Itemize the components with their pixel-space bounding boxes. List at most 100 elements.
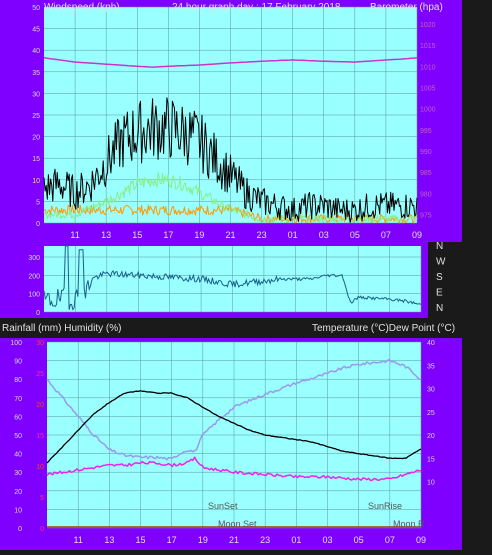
barometer-axis-ticks: 975 980 985 990 995 1000 1005 1010 1015 1020 bbox=[420, 22, 436, 220]
barometer-tick-label: 990 bbox=[420, 149, 432, 156]
barometer-tick-label: 975 bbox=[420, 213, 432, 220]
humidity-tick-label: 60 bbox=[14, 414, 22, 421]
direction-tick-label: 300 bbox=[28, 255, 40, 262]
wind-x-tick-label: 19 bbox=[194, 230, 204, 240]
right-outer-border bbox=[462, 0, 492, 555]
humidity-tick-label: 100 bbox=[10, 340, 22, 347]
humidity-tick-label: 20 bbox=[14, 489, 22, 496]
barometer-tick-label: 1010 bbox=[420, 64, 436, 71]
barometer-tick-label: 1005 bbox=[420, 85, 436, 92]
barometer-tick-label: 1000 bbox=[420, 107, 436, 114]
sunrise-label: SunRise bbox=[368, 501, 402, 511]
barometer-axis-title: Barometer (hpa) bbox=[370, 2, 443, 13]
temperature-x-tick-label: 01 bbox=[291, 535, 301, 545]
wind-x-tick-label: 23 bbox=[257, 230, 267, 240]
humidity-tick-label: 80 bbox=[14, 377, 22, 384]
windspeed-axis-ticks: 0 5 10 15 20 25 30 35 40 45 50 bbox=[32, 5, 40, 228]
wind-series bbox=[43, 57, 418, 224]
wind-x-tick-label: 01 bbox=[288, 230, 298, 240]
temperature-x-tick-label: 21 bbox=[229, 535, 239, 545]
wind-x-tick-label: 05 bbox=[350, 230, 360, 240]
windspeed-tick-label: 30 bbox=[32, 91, 40, 98]
windspeed-tick-label: 40 bbox=[32, 48, 40, 55]
wind-x-tick-label: 13 bbox=[101, 230, 111, 240]
humidity-tick-label: 10 bbox=[14, 507, 22, 514]
direction-axis-ticks: 0 100 200 300 bbox=[28, 255, 40, 317]
temperature-header-band bbox=[0, 318, 492, 338]
wind-average-line bbox=[43, 204, 418, 224]
sunset-label: SunSet bbox=[208, 501, 238, 511]
barometer-tick-label: 980 bbox=[420, 191, 432, 198]
temperature-tick-label: 25 bbox=[427, 410, 435, 417]
wind-x-tick-label: 09 bbox=[412, 230, 422, 240]
temperature-x-axis-ticks: 11 13 15 17 19 21 23 01 03 05 07 09 bbox=[73, 535, 426, 545]
direction-left-block bbox=[0, 242, 7, 318]
windspeed-tick-label: 0 bbox=[36, 221, 40, 228]
rain-tick-label: 25 bbox=[36, 371, 44, 378]
temperature-x-tick-label: 23 bbox=[260, 535, 270, 545]
moonset-label: Moon Set bbox=[218, 519, 257, 529]
rain-tick-label: 30 bbox=[36, 340, 44, 347]
wind-right-margin bbox=[430, 0, 462, 242]
windspeed-tick-label: 35 bbox=[32, 70, 40, 77]
direction-tick-label: 100 bbox=[28, 292, 40, 299]
direction-series bbox=[43, 245, 422, 311]
humidity-tick-label: 30 bbox=[14, 470, 22, 477]
temperature-tick-label: 15 bbox=[427, 456, 435, 463]
humidity-axis-ticks: 0 10 20 30 40 50 60 70 80 90 100 bbox=[10, 340, 22, 533]
barometer-tick-label: 995 bbox=[420, 128, 432, 135]
rain-axis-ticks: 0 5 10 15 20 25 30 bbox=[36, 340, 44, 533]
temperature-tick-label: 30 bbox=[427, 387, 435, 394]
barometer-line bbox=[43, 57, 418, 68]
temperature-right-margin bbox=[430, 338, 462, 550]
compass-label: S bbox=[436, 272, 443, 283]
rain-tick-label: 15 bbox=[36, 433, 44, 440]
humidity-tick-label: 0 bbox=[18, 526, 22, 533]
temperature-x-tick-label: 05 bbox=[354, 535, 364, 545]
temperature-x-tick-label: 13 bbox=[104, 535, 114, 545]
temperature-tick-label: 20 bbox=[427, 433, 435, 440]
wind-speed-line bbox=[43, 97, 418, 223]
wind-x-tick-label: 15 bbox=[132, 230, 142, 240]
windspeed-tick-label: 10 bbox=[32, 178, 40, 185]
humidity-line bbox=[46, 358, 422, 461]
wind-x-tick-label: 21 bbox=[225, 230, 235, 240]
temperature-tick-label: 10 bbox=[427, 480, 435, 487]
temperature-x-tick-label: 09 bbox=[416, 535, 426, 545]
rain-tick-label: 10 bbox=[36, 464, 44, 471]
direction-tick-label: 200 bbox=[28, 273, 40, 280]
rain-humidity-axis-title: Rainfall (mm) Humidity (%) bbox=[2, 323, 121, 334]
temperature-tick-label: 35 bbox=[427, 363, 435, 370]
humidity-tick-label: 90 bbox=[14, 359, 22, 366]
wind-x-tick-label: 07 bbox=[381, 230, 391, 240]
compass-label: N bbox=[436, 241, 443, 252]
compass-label: N bbox=[436, 303, 443, 314]
temperature-x-tick-label: 17 bbox=[167, 535, 177, 545]
windspeed-tick-label: 20 bbox=[32, 135, 40, 142]
temperature-x-tick-label: 11 bbox=[73, 535, 82, 545]
dewpoint-line bbox=[46, 456, 422, 482]
rain-tick-label: 20 bbox=[36, 402, 44, 409]
wind-x-tick-label: 03 bbox=[319, 230, 329, 240]
windspeed-tick-label: 5 bbox=[36, 199, 40, 206]
windspeed-axis-title: Windspeed (kph) bbox=[44, 2, 120, 13]
rain-tick-label: 5 bbox=[40, 495, 44, 502]
humidity-tick-label: 40 bbox=[14, 452, 22, 459]
temperature-line bbox=[46, 390, 422, 464]
graph-title: 24 hour graph day : 17 February 2018 bbox=[172, 2, 341, 13]
temperature-x-tick-label: 15 bbox=[135, 535, 145, 545]
direction-tick-label: 0 bbox=[36, 310, 40, 317]
barometer-tick-label: 1020 bbox=[420, 22, 436, 29]
humidity-tick-label: 70 bbox=[14, 396, 22, 403]
compass-label: W bbox=[436, 257, 446, 268]
direction-grid bbox=[44, 246, 422, 313]
moonrise-label: Moon R bbox=[393, 519, 425, 529]
barometer-tick-label: 1015 bbox=[420, 43, 436, 50]
rain-tick-label: 0 bbox=[40, 526, 44, 533]
compass-label: E bbox=[436, 288, 443, 299]
temperature-tick-label: 40 bbox=[427, 340, 435, 347]
windspeed-tick-label: 50 bbox=[32, 5, 40, 12]
temperature-x-tick-label: 03 bbox=[322, 535, 332, 545]
